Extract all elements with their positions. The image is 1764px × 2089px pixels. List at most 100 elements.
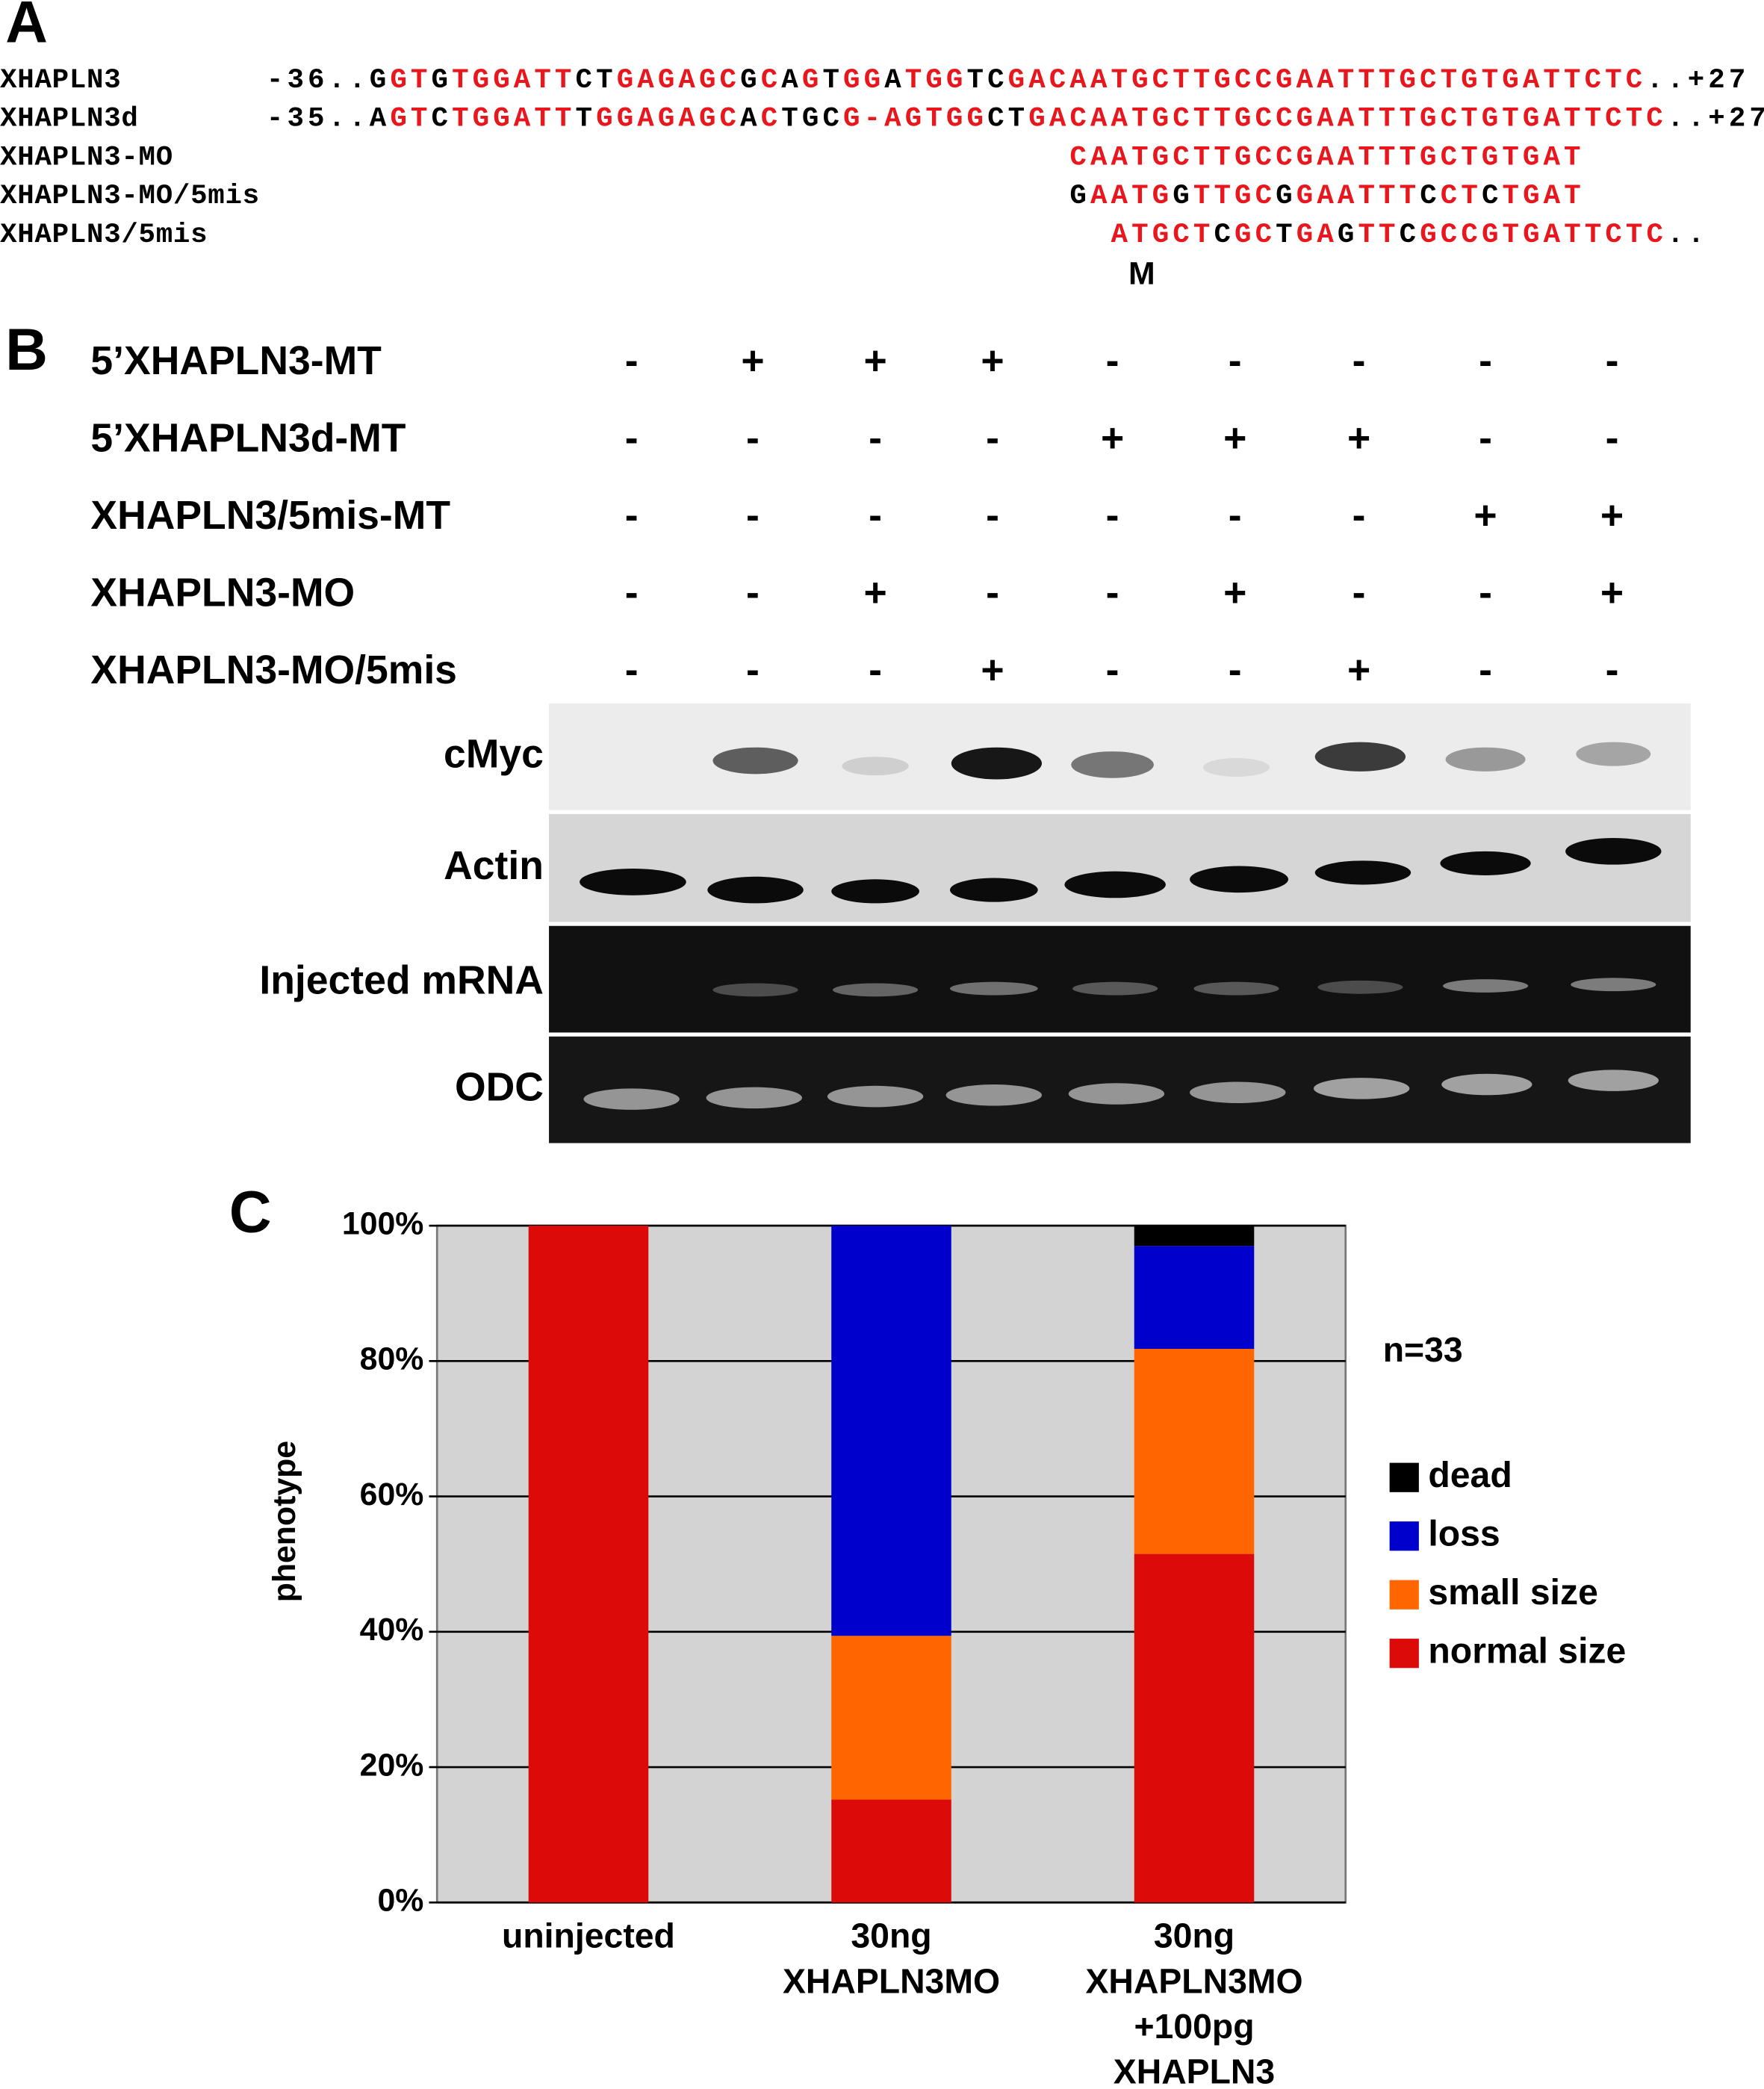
sequence-run: GACAATGCTTGCCGAATTTGCTGTGATTCTC xyxy=(1008,65,1647,96)
condition-sign: - xyxy=(1352,339,1366,383)
sequence-run: ..+27 xyxy=(1667,104,1764,135)
sequence-run: GT xyxy=(390,104,431,135)
condition-sign: - xyxy=(625,494,639,538)
condition-sign: + xyxy=(741,339,764,383)
condition-sign: - xyxy=(1479,339,1492,383)
sequence-run: GGAGAGC xyxy=(596,104,740,135)
sequence-run: TGAT xyxy=(1503,181,1585,212)
bar-segment xyxy=(831,1636,951,1800)
sequence-run: A xyxy=(781,65,802,96)
condition-label: 5’XHAPLN3d-MT xyxy=(90,417,406,461)
bands xyxy=(583,978,1659,1110)
band xyxy=(1202,757,1270,777)
condition-sign: - xyxy=(1606,648,1619,692)
condition-sign: - xyxy=(986,417,999,461)
condition-sign: - xyxy=(1106,571,1119,615)
condition-sign: - xyxy=(1479,648,1492,692)
condition-sign: - xyxy=(1606,339,1619,383)
band xyxy=(706,1087,802,1109)
sequence-name: XHAPLN3/5mis xyxy=(0,220,208,251)
bar-segment xyxy=(831,1226,951,1636)
sequence-run: TC xyxy=(967,65,1008,96)
condition-sign: + xyxy=(863,339,886,383)
sequence-run: TGGATT xyxy=(452,65,575,96)
sequence-run: C xyxy=(1400,220,1420,251)
sequence-run: TTGC xyxy=(1193,181,1276,212)
condition-sign: - xyxy=(1229,339,1242,383)
condition-sign: + xyxy=(981,648,1004,692)
condition-sign: - xyxy=(1106,339,1119,383)
sequence-run: C xyxy=(1482,181,1503,212)
x-tick-label: 30ng xyxy=(1154,1916,1235,1955)
sequence-run: CT xyxy=(987,104,1028,135)
y-tick-label: 100% xyxy=(342,1205,423,1241)
condition-sign: + xyxy=(1347,648,1370,692)
sequence-run: T xyxy=(1276,220,1296,251)
condition-sign: - xyxy=(746,648,760,692)
sequence-run: GACAATGCTTGCCGAATTTGCTGTGATTCTC xyxy=(1028,104,1667,135)
band xyxy=(583,1088,680,1110)
band xyxy=(1193,981,1279,996)
x-tick-label: 30ng xyxy=(851,1916,931,1955)
sequence-run: GC xyxy=(1235,220,1276,251)
band xyxy=(1565,838,1662,865)
condition-sign: - xyxy=(1229,494,1242,538)
band xyxy=(1441,1073,1532,1096)
condition-sign: - xyxy=(1352,571,1366,615)
condition-sign: + xyxy=(863,571,886,615)
band xyxy=(1190,1081,1286,1103)
y-tick-label: 40% xyxy=(360,1612,424,1648)
condition-sign: - xyxy=(625,571,639,615)
condition-sign: + xyxy=(1600,571,1624,615)
bar-segment xyxy=(528,1226,649,1903)
condition-sign: - xyxy=(746,571,760,615)
sequence-run: CT xyxy=(576,65,617,96)
sequence-run: A xyxy=(884,65,905,96)
condition-label: XHAPLN3/5mis-MT xyxy=(90,494,450,538)
blot-label: Injected mRNA xyxy=(259,959,544,1003)
x-tick-label: XHAPLN3 xyxy=(1114,2052,1275,2089)
y-axis-label: phenotype xyxy=(267,1441,302,1602)
x-tick-label: uninjected xyxy=(502,1916,675,1955)
condition-label: 5’XHAPLN3-MT xyxy=(90,339,382,383)
band xyxy=(1571,978,1656,992)
sequence-run: -36..G xyxy=(267,65,390,96)
panel-label: B xyxy=(5,317,48,382)
condition-sign: + xyxy=(1101,417,1124,461)
sequence-run: GTGATTCTC xyxy=(1482,220,1667,251)
condition-sign: - xyxy=(869,494,882,538)
band xyxy=(707,876,804,904)
condition-sign: - xyxy=(1106,648,1119,692)
band xyxy=(827,1085,924,1108)
sequence-run: G xyxy=(1173,181,1193,212)
band xyxy=(1068,1083,1165,1105)
sequence-run: GAGAGC xyxy=(617,65,740,96)
condition-sign: - xyxy=(1106,494,1119,538)
condition-sign: - xyxy=(986,494,999,538)
band xyxy=(1317,980,1403,994)
condition-sign: - xyxy=(869,417,882,461)
sequence-run: G xyxy=(740,65,761,96)
band xyxy=(1313,1078,1410,1099)
sequence-run: TT xyxy=(1358,220,1399,251)
sequence-run: C xyxy=(1214,220,1235,251)
bar-segment xyxy=(1134,1226,1255,1247)
legend-label: loss xyxy=(1428,1513,1500,1553)
sequence-run: CAATGCTTGCCGAATTTGCTGTGAT xyxy=(1069,142,1584,173)
condition-sign: - xyxy=(1606,417,1619,461)
band xyxy=(842,757,909,776)
sequence-run: TGC xyxy=(781,104,843,135)
band xyxy=(949,878,1038,902)
condition-sign: - xyxy=(746,494,760,538)
band xyxy=(580,869,686,895)
sequence-run: G xyxy=(432,65,453,96)
blot xyxy=(549,925,1691,1033)
sequence-name: XHAPLN3 xyxy=(0,65,121,96)
legend-label: small size xyxy=(1428,1572,1598,1612)
bands xyxy=(580,742,1662,904)
condition-sign: + xyxy=(1223,417,1246,461)
condition-sign: + xyxy=(981,339,1004,383)
y-tick-label: 20% xyxy=(360,1747,424,1783)
